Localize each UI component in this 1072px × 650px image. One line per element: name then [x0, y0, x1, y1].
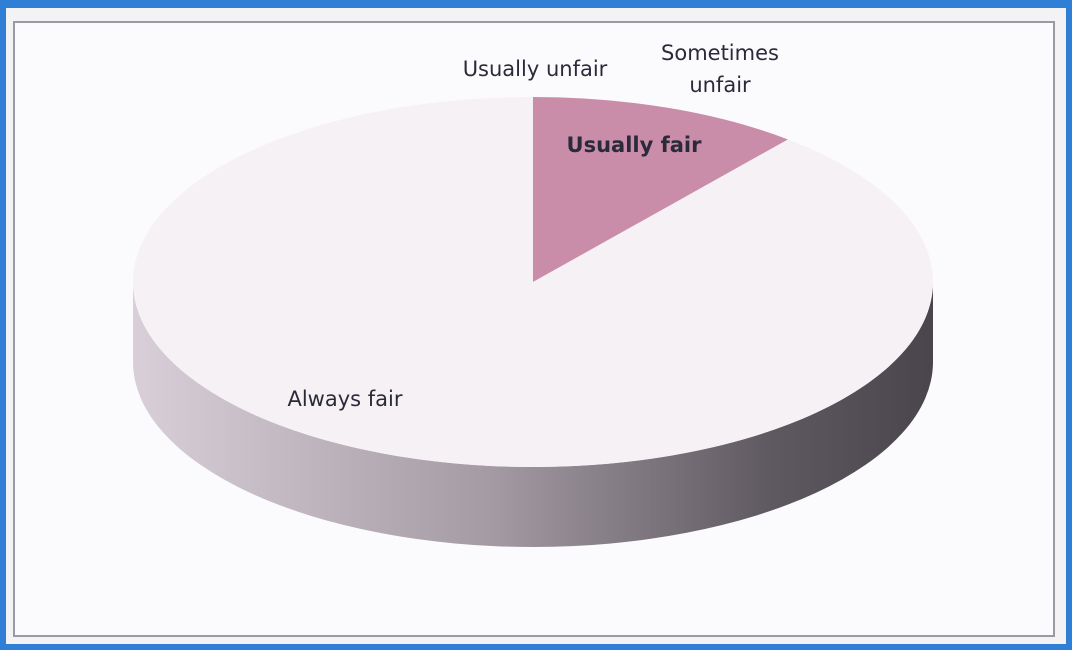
- slice-label: Usually unfair: [463, 57, 608, 81]
- pie-slice: [533, 97, 788, 282]
- slice-label: Sometimes unfair: [661, 41, 779, 97]
- slice-label: Usually fair: [567, 133, 703, 157]
- slice-label: Always fair: [287, 387, 402, 411]
- pie-slice: [132, 97, 934, 468]
- pie-side: [133, 282, 933, 547]
